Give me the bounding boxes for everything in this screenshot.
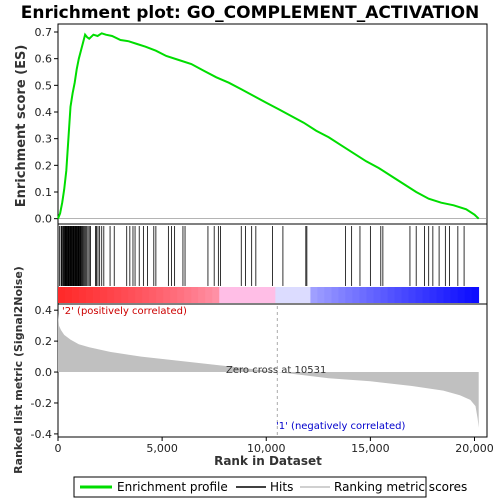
rank-heatbar-segment: [394, 287, 402, 303]
rank-heatbar-segment: [121, 287, 129, 303]
rank-heatbar-segment: [380, 287, 388, 303]
rank-heatbar-segment: [317, 287, 325, 303]
rank-xtick-label: 0: [55, 442, 62, 455]
rank-xtick-label: 20,000: [455, 442, 494, 455]
metric-ytick-label: -0.2: [31, 397, 52, 410]
legend-label-enrichment-profile: Enrichment profile: [117, 480, 228, 494]
rank-heatbar-segment: [429, 287, 438, 303]
metric-ytick-label: 0.2: [35, 335, 53, 348]
rank-heatbar-segment: [254, 287, 262, 303]
rank-heatbar-segment: [100, 287, 108, 303]
rank-heatbar-segment: [219, 287, 227, 303]
rank-heatbar-segment: [135, 287, 143, 303]
rank-heatbar-segment: [247, 287, 255, 303]
rank-heatbar-segment: [170, 287, 178, 303]
es-ytick-label: 0.4: [35, 106, 53, 119]
ranking-metric-area: [58, 313, 479, 428]
rank-heatbar-segment: [212, 287, 220, 303]
rank-xtick-label: 10,000: [247, 442, 286, 455]
rank-heatbar-segment: [373, 287, 381, 303]
rank-heatbar-segment: [156, 287, 164, 303]
rank-heatbar-segment: [401, 287, 409, 303]
rank-heatbar-segment: [422, 287, 430, 303]
rank-xtick-label: 5,000: [146, 442, 178, 455]
rank-heatbar-segment: [107, 287, 115, 303]
zero-cross-label: Zero cross at 10531: [226, 365, 326, 376]
rank-heatbar-segment: [443, 287, 452, 303]
es-panel-frame: [57, 23, 488, 225]
es-ytick-label: 0.5: [35, 79, 53, 92]
rank-heatbar-segment: [359, 287, 367, 303]
chart-title: Enrichment plot: GO_COMPLEMENT_ACTIVATIO…: [21, 3, 480, 23]
es-axis-label: Enrichment score (ES): [14, 45, 29, 208]
es-ytick-label: 0.1: [35, 186, 53, 199]
legend-label-hits: Hits: [270, 480, 293, 494]
rank-heatbar-segment: [324, 287, 332, 303]
metric-ytick-label: 0.4: [35, 304, 53, 317]
rank-heatbar-segment: [128, 287, 136, 303]
rank-heatbar-segment: [177, 287, 185, 303]
rank-heatbar-segment: [415, 287, 423, 303]
es-ytick-label: 0.7: [35, 26, 53, 39]
metric-axis-label: Ranked list metric (Signal2Noise): [12, 266, 25, 474]
rank-heatbar-segment: [296, 287, 304, 303]
rank-heatbar-segment: [387, 287, 395, 303]
rank-heatbar-segment: [436, 287, 445, 303]
rank-heatbar-segment: [205, 287, 213, 303]
rank-heatbar-segment: [275, 287, 283, 303]
rank-heatbar-segment: [72, 287, 80, 303]
rank-heatbar-segment: [233, 287, 241, 303]
legend-label-ranking-metric: Ranking metric scores: [334, 480, 467, 494]
es-ytick-label: 0.6: [35, 53, 53, 66]
rank-heatbar-segment: [184, 287, 192, 303]
rank-heatbar-segment: [471, 287, 480, 303]
rank-heatbar-segment: [366, 287, 374, 303]
rank-heatbar-segment: [450, 287, 459, 303]
rank-heatbar-segment: [79, 287, 87, 303]
rank-heatbar-segment: [198, 287, 206, 303]
rank-heatbar-segment: [457, 287, 466, 303]
rank-xtick-label: 15,000: [351, 442, 390, 455]
rank-heatbar-segment: [65, 287, 73, 303]
rank-heatbar-segment: [338, 287, 346, 303]
rank-heatbar-segment: [58, 287, 66, 303]
metric-ytick-label: 0.0: [35, 366, 53, 379]
rank-heatbar-segment: [310, 287, 318, 303]
rank-heatbar-segment: [464, 287, 473, 303]
es-ytick-label: 0.2: [35, 159, 53, 172]
rank-heatbar-segment: [114, 287, 122, 303]
rank-axis-label: Rank in Dataset: [214, 454, 322, 468]
rank-heatbar-segment: [352, 287, 360, 303]
rank-heatbar-segment: [191, 287, 199, 303]
rank-heatbar-segment: [289, 287, 297, 303]
rank-heatbar-segment: [226, 287, 234, 303]
rank-heatbar-segment: [93, 287, 101, 303]
rank-heatbar-segment: [331, 287, 339, 303]
rank-heatbar-segment: [282, 287, 290, 303]
rank-heatbar-segment: [86, 287, 94, 303]
es-ytick-label: 0.3: [35, 133, 53, 146]
rank-heatbar-segment: [303, 287, 311, 303]
positive-correlation-label: '2' (positively correlated): [62, 306, 187, 317]
rank-heatbar-segment: [240, 287, 248, 303]
rank-heatbar-segment: [345, 287, 353, 303]
metric-ytick-label: -0.4: [31, 428, 52, 441]
enrichment-profile-line: [57, 32, 480, 220]
negative-correlation-label: '1' (negatively correlated): [276, 421, 405, 432]
rank-heatbar-segment: [163, 287, 171, 303]
rank-heatbar-segment: [408, 287, 416, 303]
rank-heatbar-segment: [261, 287, 269, 303]
es-ytick-label: 0.0: [35, 213, 53, 226]
rank-heatbar-segment: [149, 287, 157, 303]
rank-heatbar-segment: [142, 287, 150, 303]
rank-heatbar-segment: [268, 287, 276, 303]
